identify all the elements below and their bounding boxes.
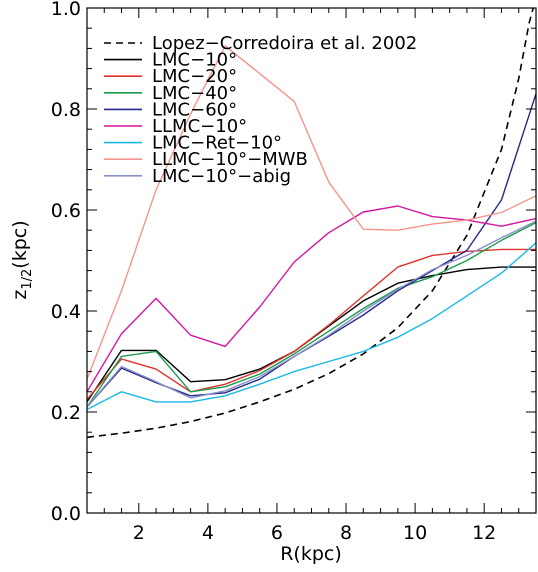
y-axis-title: z1/2(kpc): [9, 220, 35, 299]
series-line-3-lmc-20: [86, 248, 536, 400]
y-axis-title-subscript: 1/2: [20, 269, 35, 290]
legend-label-8: LLMC−10°−MWB: [152, 149, 308, 170]
legend-label-4: LMC−40°: [152, 83, 237, 104]
series-line-9-lmc-10-abig: [86, 220, 537, 408]
x-tick-label: 12: [472, 522, 496, 544]
series-line-4-lmc-40: [86, 221, 537, 408]
series-line-6-llmc-10: [86, 205, 537, 393]
legend-label-6: LLMC−10°: [152, 116, 247, 137]
y-axis-title-unit: (kpc): [9, 220, 31, 268]
y-tick-label: 0.8: [51, 99, 81, 121]
legend-label-9: LMC−10°−abig: [152, 166, 291, 187]
series-line-1-lopez-corredoira-et-al-2002: [86, 7, 534, 439]
x-tick-label: 8: [340, 522, 352, 544]
y-axis-title-main: z: [9, 290, 31, 300]
series-line-8-llmc-10-mwb: [86, 45, 537, 380]
y-tick-label: 1.0: [51, 0, 81, 20]
series-layer: [86, 7, 537, 439]
y-tick-label: 0.2: [51, 402, 81, 424]
legend-label-5: LMC−60°: [152, 99, 237, 120]
legend-label-7: LMC−Ret−10°: [152, 133, 282, 154]
legend-label-2: LMC−10°: [152, 50, 237, 71]
x-axis-title: R(kpc): [280, 543, 342, 565]
legend-label-3: LMC−20°: [152, 66, 237, 87]
x-tick-label: 10: [403, 522, 427, 544]
axis-ticks: 2 4 6 8 10 12 0.0 0.2 0.4 0.6 0.8 1.0: [51, 0, 536, 544]
x-tick-label: 2: [133, 522, 145, 544]
legend: Lopez−Corredoira et al. 2002LMC−10°LMC−2…: [104, 33, 417, 187]
x-tick-label: 4: [202, 522, 214, 544]
series-line-7-lmc-ret-10: [86, 242, 537, 411]
y-tick-label: 0.4: [51, 301, 81, 323]
y-tick-label: 0.6: [51, 200, 81, 222]
legend-label-1: Lopez−Corredoira et al. 2002: [152, 33, 417, 54]
y-tick-label: 0.0: [51, 503, 81, 525]
x-tick-label: 6: [271, 522, 283, 544]
